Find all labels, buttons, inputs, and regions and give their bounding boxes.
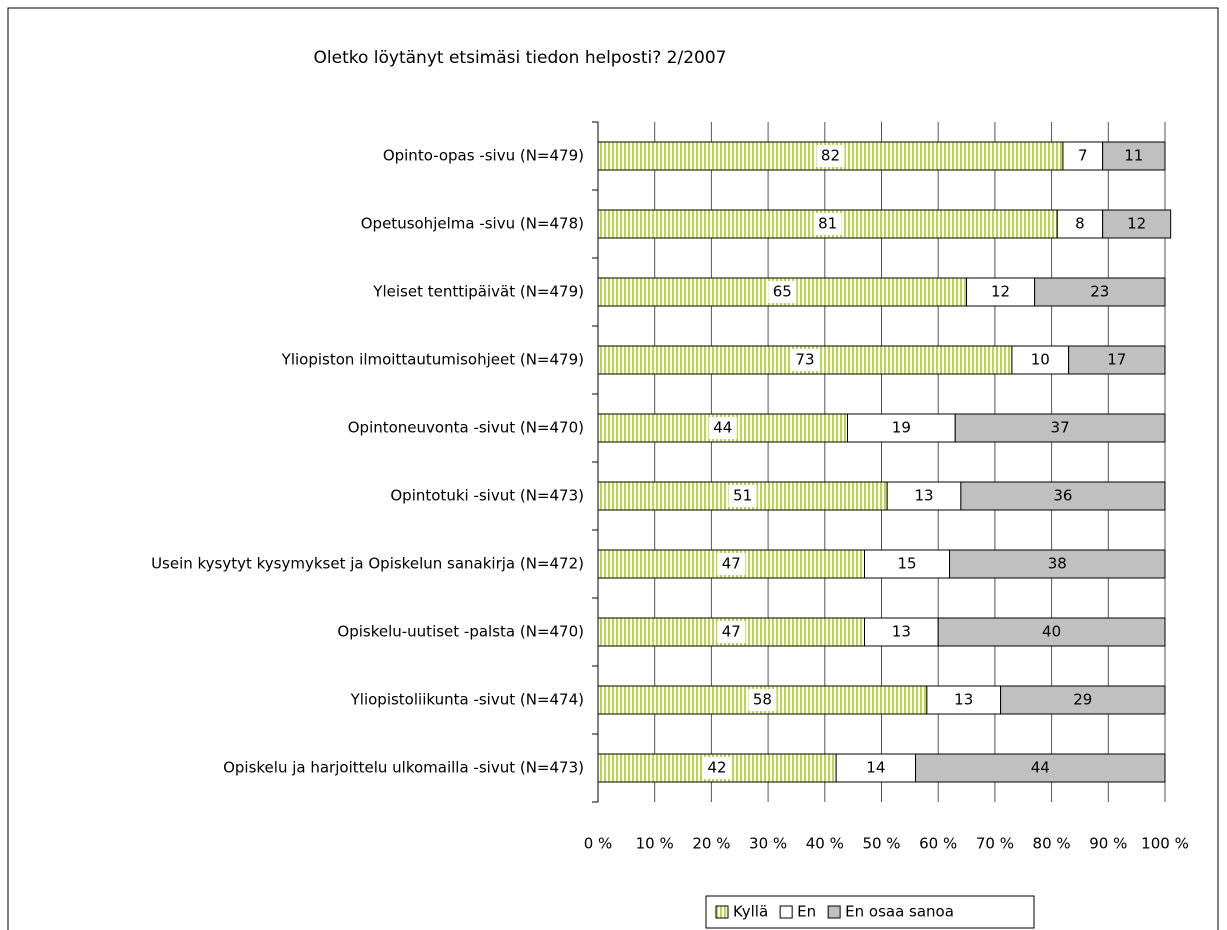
label-bg: [861, 757, 890, 779]
x-tick-label: 50 %: [862, 835, 900, 853]
x-tick-label: 20 %: [692, 835, 730, 853]
legend-swatch: [779, 905, 793, 919]
x-tick-label: 40 %: [806, 835, 844, 853]
y-tick-label: Yleiset tenttipäivät (N=479): [372, 283, 584, 301]
y-tick-label: Opinto-opas -sivu (N=479): [383, 147, 584, 165]
x-tick-label: 0 %: [584, 835, 613, 853]
label-bg: [708, 417, 737, 439]
x-tick-label: 30 %: [749, 835, 787, 853]
data-label: 47: [722, 555, 741, 573]
label-bg: [717, 621, 746, 643]
legend-box: [705, 895, 1035, 929]
frame: [7, 7, 1219, 930]
data-label: 65: [773, 283, 792, 301]
data-label: 13: [892, 623, 911, 641]
y-tick-label: Opintoneuvonta -sivut (N=470): [348, 419, 584, 437]
y-tick-label: Opiskelu-uutiset -palsta (N=470): [337, 623, 584, 641]
data-label: 29: [1073, 691, 1092, 709]
label-bg: [887, 621, 916, 643]
bar-segment: [1102, 209, 1172, 239]
bar-segment: [937, 617, 1166, 647]
label-bg: [717, 553, 746, 575]
bar-segment: [954, 413, 1166, 443]
label-bg: [1068, 145, 1097, 167]
legend-swatch: [715, 905, 729, 919]
label-bg: [949, 689, 978, 711]
data-label: 14: [866, 759, 885, 777]
y-tick-label: Opintotuki -sivut (N=473): [390, 487, 584, 505]
data-label: 13: [954, 691, 973, 709]
label-bg: [768, 281, 797, 303]
label-bg: [1065, 213, 1094, 235]
legend-label: En: [797, 903, 816, 921]
bar-segment: [960, 481, 1166, 511]
legend-label: Kyllä: [733, 903, 768, 921]
data-label: 81: [818, 215, 837, 233]
data-label: 12: [1127, 215, 1146, 233]
data-label: 82: [821, 147, 840, 165]
label-bg: [703, 757, 732, 779]
data-label: 44: [1031, 759, 1050, 777]
data-label: 19: [892, 419, 911, 437]
label-bg: [887, 417, 916, 439]
data-label: 44: [713, 419, 732, 437]
label-bg: [910, 485, 939, 507]
x-tick-label: 90 %: [1089, 835, 1127, 853]
data-label: 17: [1107, 351, 1126, 369]
chart-title: Oletko löytänyt etsimäsi tiedon helposti…: [314, 48, 727, 68]
data-label: 15: [897, 555, 916, 573]
data-label: 73: [795, 351, 814, 369]
data-label: 13: [914, 487, 933, 505]
label-bg: [816, 145, 845, 167]
bar-segment: [949, 549, 1166, 579]
data-label: 10: [1031, 351, 1050, 369]
x-tick-label: 100 %: [1141, 835, 1189, 853]
y-tick-label: Yliopistoliikunta -sivut (N=474): [350, 691, 584, 709]
data-label: 36: [1053, 487, 1072, 505]
label-bg: [1026, 349, 1055, 371]
legend-label: En osaa sanoa: [845, 903, 954, 921]
y-tick-label: Opiskelu ja harjoittelu ulkomailla -sivu…: [223, 759, 584, 777]
label-bg: [893, 553, 922, 575]
data-label: 7: [1078, 147, 1088, 165]
x-tick-label: 10 %: [636, 835, 674, 853]
data-label: 47: [722, 623, 741, 641]
bar-segment: [1068, 345, 1166, 375]
data-label: 37: [1051, 419, 1070, 437]
data-label: 8: [1075, 215, 1085, 233]
y-tick-label: Opetusohjelma -sivu (N=478): [361, 215, 584, 233]
y-tick-label: Yliopiston ilmoittautumisohjeet (N=479): [281, 351, 584, 369]
data-label: 42: [708, 759, 727, 777]
data-label: 38: [1048, 555, 1067, 573]
x-tick-label: 60 %: [919, 835, 957, 853]
bar-segment: [1102, 141, 1166, 171]
y-tick-label: Usein kysytyt kysymykset ja Opiskelun sa…: [151, 555, 584, 573]
data-label: 51: [733, 487, 752, 505]
legend-swatch: [827, 905, 841, 919]
data-label: 58: [753, 691, 772, 709]
data-label: 40: [1042, 623, 1061, 641]
label-bg: [748, 689, 777, 711]
data-label: 23: [1090, 283, 1109, 301]
label-bg: [790, 349, 819, 371]
x-tick-label: 80 %: [1033, 835, 1071, 853]
label-bg: [986, 281, 1015, 303]
label-bg: [813, 213, 842, 235]
label-bg: [728, 485, 757, 507]
x-tick-label: 70 %: [976, 835, 1014, 853]
data-label: 11: [1124, 147, 1143, 165]
data-label: 12: [991, 283, 1010, 301]
bar-segment: [915, 753, 1166, 783]
bar-segment: [1000, 685, 1166, 715]
bar-segment: [1034, 277, 1166, 307]
